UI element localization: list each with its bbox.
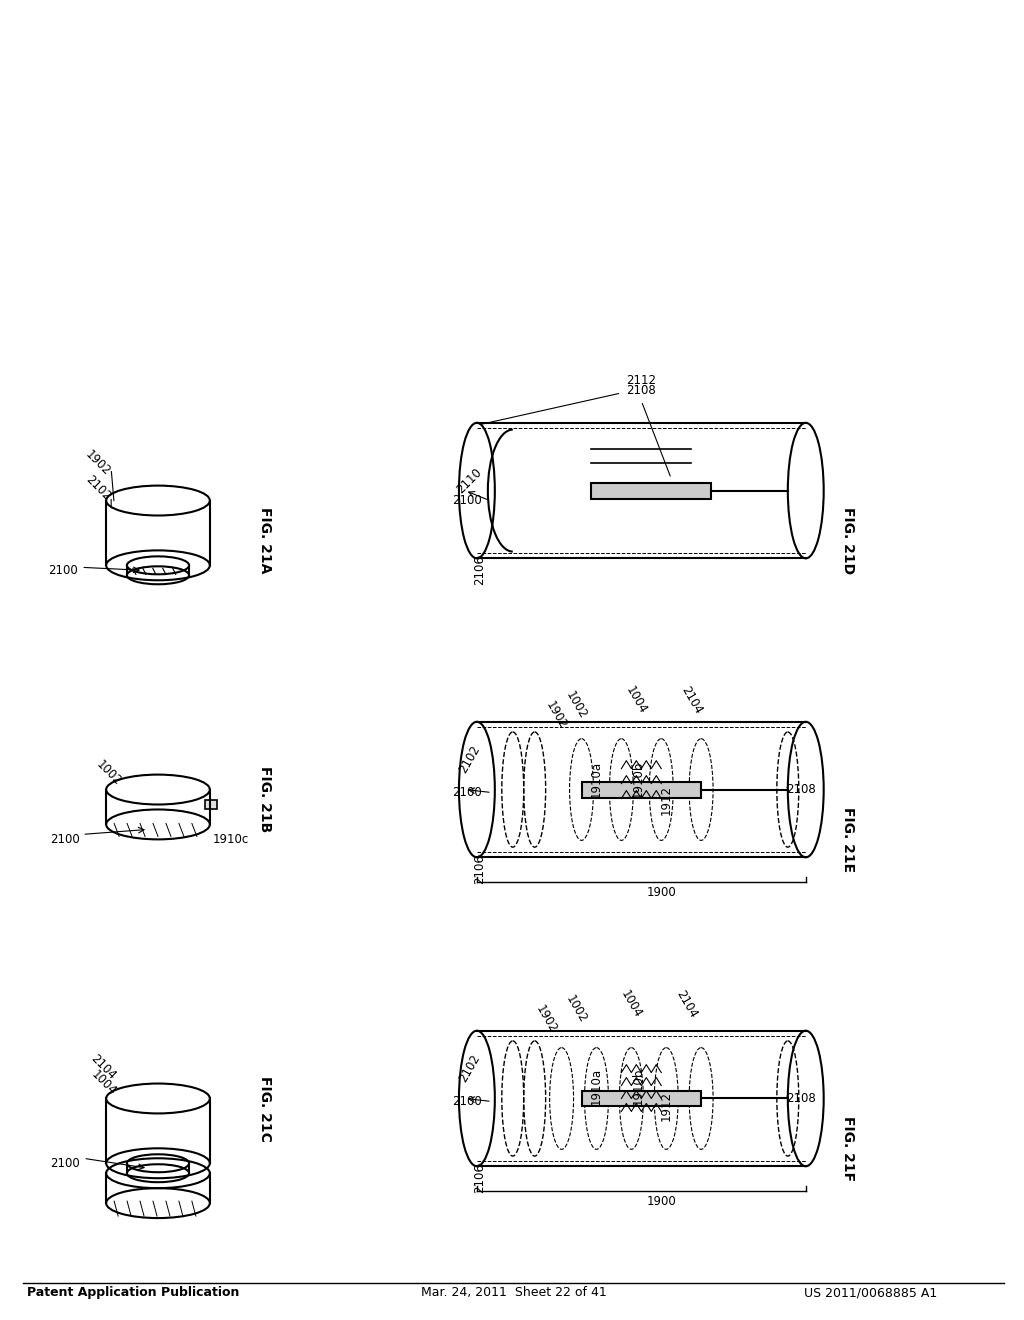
Bar <box>582 1090 701 1106</box>
Text: Patent Application Publication: Patent Application Publication <box>27 1286 240 1299</box>
Bar <box>205 800 217 809</box>
Text: 1902: 1902 <box>534 1003 560 1035</box>
Text: 2100: 2100 <box>50 1156 80 1170</box>
Text: 1912: 1912 <box>659 1092 673 1122</box>
Text: FIG. 21C: FIG. 21C <box>258 1076 271 1142</box>
Text: 1910a: 1910a <box>590 762 603 799</box>
Text: 2100: 2100 <box>48 564 78 577</box>
Text: Mar. 24, 2011  Sheet 22 of 41: Mar. 24, 2011 Sheet 22 of 41 <box>421 1286 606 1299</box>
Text: FIG. 21D: FIG. 21D <box>841 507 855 574</box>
Text: 1004: 1004 <box>624 684 649 715</box>
Text: 2100: 2100 <box>452 494 482 507</box>
Text: 1900: 1900 <box>646 886 676 899</box>
Text: 2104: 2104 <box>678 684 705 715</box>
Text: 1912: 1912 <box>659 784 673 814</box>
Text: 2110: 2110 <box>454 466 484 496</box>
Text: 2108: 2108 <box>785 783 816 796</box>
Text: 2100: 2100 <box>452 1096 482 1107</box>
Text: 1900: 1900 <box>646 1195 676 1208</box>
Text: 1004: 1004 <box>88 1068 119 1098</box>
Text: 2106: 2106 <box>473 1163 486 1193</box>
Text: 1910b: 1910b <box>632 760 645 799</box>
Text: 1910b: 1910b <box>632 1068 645 1105</box>
Text: 1910a: 1910a <box>590 1068 603 1105</box>
Text: 2102: 2102 <box>457 743 483 776</box>
Text: 2100: 2100 <box>452 785 482 799</box>
Text: 1902: 1902 <box>83 447 114 478</box>
Text: FIG. 21E: FIG. 21E <box>841 807 855 873</box>
Text: 1910c: 1910c <box>213 833 249 846</box>
Text: 2106: 2106 <box>473 556 486 585</box>
Text: 2106: 2106 <box>473 854 486 884</box>
Bar <box>582 781 701 797</box>
Text: 2112: 2112 <box>627 375 656 388</box>
Text: 1004: 1004 <box>618 987 644 1020</box>
Text: 2104: 2104 <box>673 987 699 1020</box>
Text: 2102: 2102 <box>457 1052 483 1085</box>
Text: 2108: 2108 <box>785 1092 816 1105</box>
Text: 1002: 1002 <box>93 758 123 788</box>
Bar <box>592 483 711 499</box>
Text: US 2011/0068885 A1: US 2011/0068885 A1 <box>804 1286 937 1299</box>
Text: 1002: 1002 <box>563 689 590 721</box>
Text: 2104: 2104 <box>88 1052 119 1082</box>
Text: FIG. 21F: FIG. 21F <box>841 1115 855 1181</box>
Text: 2102: 2102 <box>83 473 114 503</box>
Text: FIG. 21A: FIG. 21A <box>258 507 271 574</box>
Text: 1902: 1902 <box>544 698 569 731</box>
Text: 1002: 1002 <box>563 993 590 1024</box>
Text: 2108: 2108 <box>627 384 656 397</box>
Text: 2100: 2100 <box>50 833 80 846</box>
Text: FIG. 21B: FIG. 21B <box>258 767 271 833</box>
